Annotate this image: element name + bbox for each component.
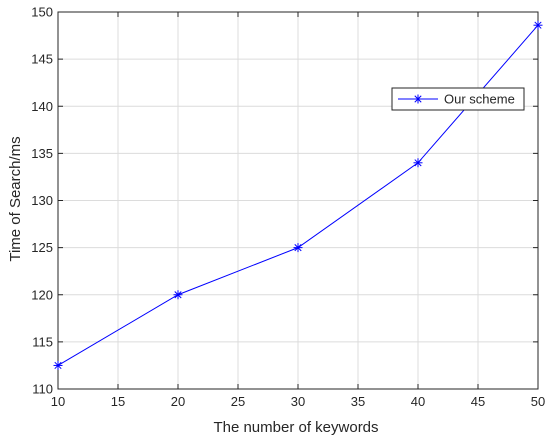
asterisk-stroke: [414, 95, 422, 103]
asterisk-stroke: [414, 159, 422, 167]
y-tick-label: 140: [31, 99, 53, 114]
legend-label-our-scheme: Our scheme: [444, 92, 515, 107]
x-tick-label: 30: [291, 394, 305, 409]
y-tick-label: 145: [31, 52, 53, 67]
x-tick-label: 20: [171, 394, 185, 409]
y-tick-label: 115: [32, 334, 53, 349]
y-tick-label: 110: [32, 382, 53, 397]
y-tick-label: 135: [31, 146, 53, 161]
series-layer: [53, 20, 543, 370]
y-axis-ticks: 110 115 120 125 130 135 140 145 150: [31, 5, 538, 397]
x-tick-label: 10: [51, 394, 65, 409]
y-tick-label: 125: [31, 240, 53, 255]
legend-box: [391, 87, 525, 111]
y-tick-label: 150: [31, 5, 53, 20]
x-axis-ticks: 10 15 20 25 30 35 40 45 50: [51, 12, 545, 409]
asterisk-stroke: [534, 21, 542, 29]
asterisk-stroke: [174, 291, 182, 299]
y-tick-label: 120: [31, 287, 53, 302]
x-tick-label: 35: [351, 394, 365, 409]
y-axis-label: Time of Search/ms: [7, 136, 24, 261]
x-tick-label: 15: [111, 394, 125, 409]
y-tick-label: 130: [31, 193, 53, 208]
data-point-marker: [173, 290, 183, 300]
data-point-marker: [53, 360, 63, 370]
x-tick-label: 25: [231, 394, 245, 409]
x-tick-label: 45: [471, 394, 485, 409]
chart-legend: Our scheme: [391, 87, 525, 111]
data-point-marker: [293, 243, 303, 253]
data-point-marker: [413, 158, 423, 168]
x-tick-label: 40: [411, 394, 425, 409]
legend-marker-icon: [413, 94, 423, 104]
asterisk-stroke: [294, 244, 302, 252]
x-tick-label: 50: [531, 394, 545, 409]
x-axis-label: The number of keywords: [213, 419, 378, 436]
legend-asterisk: [413, 94, 423, 104]
data-point-marker: [533, 20, 543, 30]
asterisk-stroke: [54, 361, 62, 370]
